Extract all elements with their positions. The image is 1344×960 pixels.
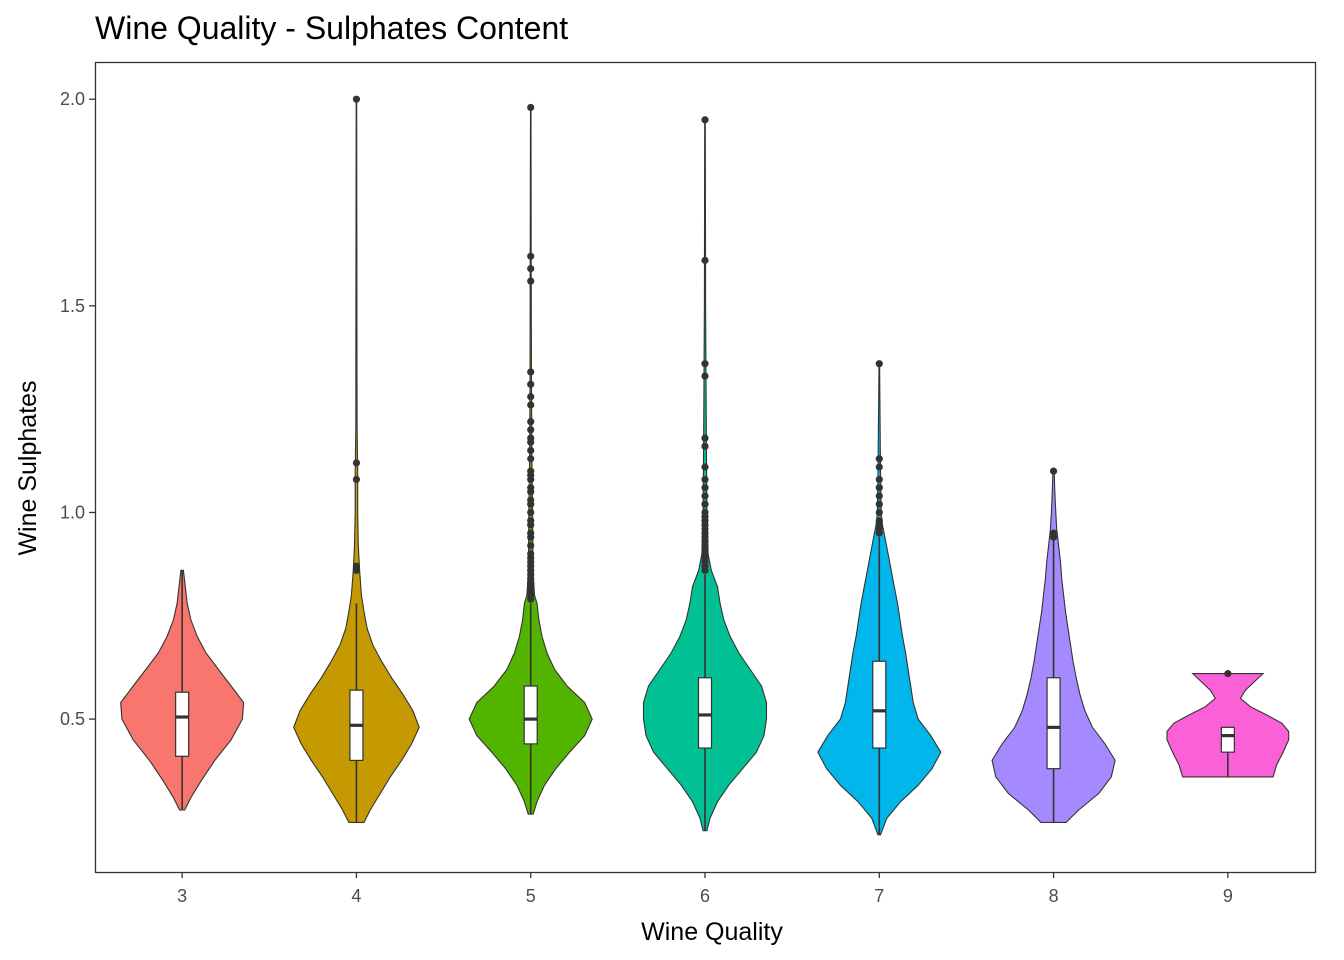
outlier-point xyxy=(701,508,709,517)
violin-group-9 xyxy=(1166,670,1290,778)
x-tick-label: 3 xyxy=(177,886,187,906)
outlier-point xyxy=(875,500,883,508)
x-tick-label: 7 xyxy=(874,886,884,906)
outlier-point xyxy=(527,417,535,426)
outlier-point xyxy=(527,434,535,442)
outlier-point xyxy=(875,360,883,368)
box xyxy=(1046,677,1061,770)
x-tick-label: 9 xyxy=(1223,886,1233,906)
outlier-point xyxy=(527,517,535,525)
violin-shape xyxy=(1166,673,1290,778)
outlier-point xyxy=(527,277,535,285)
outlier-point xyxy=(875,475,883,483)
violin-group-4 xyxy=(293,95,420,823)
outlier-point xyxy=(527,496,535,504)
x-axis-title: Wine Quality xyxy=(641,918,783,946)
outlier-point xyxy=(527,455,535,463)
outlier-point xyxy=(352,95,361,103)
violin-group-3 xyxy=(120,569,245,811)
y-tick-label: 1.5 xyxy=(60,296,85,316)
outlier-point xyxy=(527,541,535,550)
y-tick-label: 1.0 xyxy=(60,502,85,522)
outlier-point xyxy=(701,492,709,500)
violin-group-6 xyxy=(642,116,768,832)
violin-group-7 xyxy=(817,360,942,836)
outlier-point xyxy=(527,508,535,517)
x-tick-label: 8 xyxy=(1049,886,1059,906)
outlier-point xyxy=(1049,529,1058,537)
outlier-point xyxy=(875,508,883,517)
outlier-point xyxy=(527,426,535,434)
outlier-point xyxy=(701,475,709,483)
outlier-point xyxy=(527,550,535,558)
outlier-point xyxy=(527,446,535,455)
outlier-point xyxy=(527,265,535,273)
outlier-point xyxy=(1049,467,1058,475)
outlier-point xyxy=(527,252,535,260)
outlier-point xyxy=(875,517,883,525)
outlier-point xyxy=(352,459,361,467)
x-tick-label: 4 xyxy=(351,886,361,906)
box xyxy=(175,691,190,757)
outlier-point xyxy=(701,256,709,264)
violin-group-5 xyxy=(468,103,593,815)
outlier-point xyxy=(701,360,709,368)
y-tick-label: 0.5 xyxy=(60,709,85,729)
outlier-point xyxy=(527,467,535,475)
outlier-point xyxy=(701,463,709,471)
outlier-point xyxy=(527,368,535,376)
outlier-point xyxy=(352,562,361,570)
x-axis: 3 4 5 6 7 8 9 xyxy=(177,872,1233,906)
box xyxy=(1220,726,1235,753)
outlier-point xyxy=(701,484,709,492)
x-tick-label: 6 xyxy=(700,886,710,906)
outlier-point xyxy=(701,500,709,508)
box xyxy=(523,685,538,745)
outlier-point xyxy=(701,116,709,124)
outlier-point xyxy=(701,434,709,442)
y-axis: 0.5 1.0 1.5 2.0 xyxy=(60,89,95,729)
outlier-point xyxy=(527,401,535,409)
outlier-point xyxy=(527,393,535,401)
y-tick-label: 2.0 xyxy=(60,89,85,109)
box xyxy=(697,677,713,749)
outlier-point xyxy=(701,372,709,380)
violin-layer xyxy=(120,95,1290,836)
outlier-point xyxy=(875,492,883,500)
outlier-point xyxy=(527,103,535,112)
outlier-point xyxy=(527,529,535,537)
outlier-point xyxy=(352,475,361,483)
outlier-point xyxy=(701,442,709,450)
outlier-point xyxy=(875,484,883,492)
outlier-point xyxy=(527,380,535,388)
violin-group-8 xyxy=(991,467,1116,823)
outlier-point xyxy=(875,455,883,463)
x-tick-label: 5 xyxy=(526,886,536,906)
chart-title: Wine Quality - Sulphates Content xyxy=(95,10,569,46)
outlier-point xyxy=(527,484,535,492)
outlier-point xyxy=(875,463,883,471)
y-axis-title: Wine Sulphates xyxy=(14,380,42,555)
outlier-point xyxy=(1224,670,1232,678)
box xyxy=(872,660,887,749)
